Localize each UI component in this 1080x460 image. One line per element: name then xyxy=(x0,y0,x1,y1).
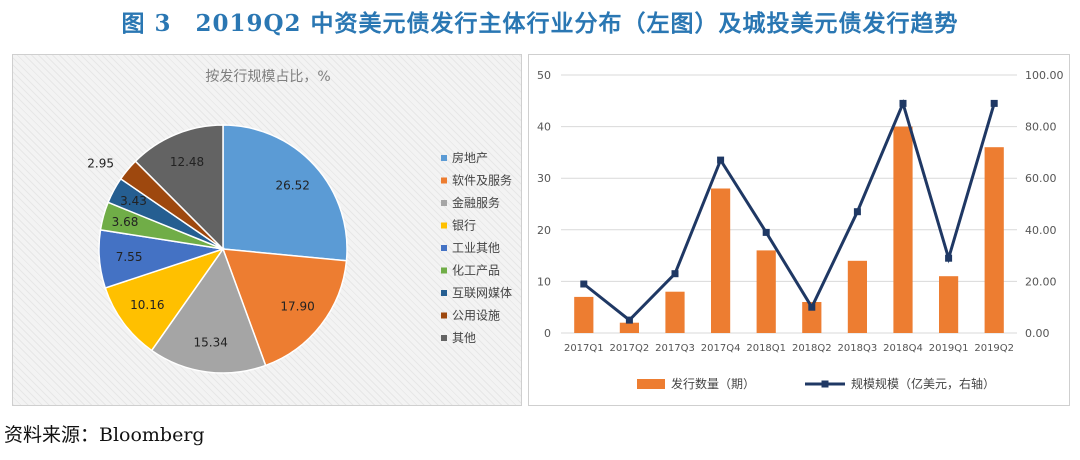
x-tick-label: 2018Q2 xyxy=(792,343,832,354)
line-marker xyxy=(808,303,816,311)
pie-slice xyxy=(150,247,267,374)
x-tick-label: 2017Q1 xyxy=(564,343,604,354)
series-line xyxy=(582,98,996,323)
legend-label: 银行 xyxy=(452,219,476,233)
legend-swatch xyxy=(441,290,447,296)
bar-line-chart: 0 10 20 30 40 50 0.00 20.00 40.00 60.00 80.00 100.0… xyxy=(537,69,1064,391)
y-left-tick-label: 50 xyxy=(537,69,551,82)
pie-chart: 按发行规模占比，% 26.52 17.90 15.34 10.16 7.55 3.68 3.4… xyxy=(87,69,512,374)
legend-label: 其他 xyxy=(452,331,476,345)
pie-data-label: 26.52 xyxy=(276,179,310,193)
y-left-tick-label: 20 xyxy=(537,224,551,237)
legend-swatch xyxy=(441,312,447,319)
x-tick-label: 2017Q3 xyxy=(655,343,695,354)
legend-label-bar: 发行数量（期） xyxy=(671,376,755,391)
bar xyxy=(893,126,913,333)
x-tick-label: 2018Q4 xyxy=(883,343,923,354)
pie-title: 按发行规模占比，% xyxy=(205,69,330,85)
line-marker xyxy=(762,228,770,236)
y-left-tick-label: 40 xyxy=(537,121,551,134)
pie-data-label: 7.55 xyxy=(116,250,143,264)
y-right-tick-label: 0.00 xyxy=(1025,327,1050,340)
source-note: 资料来源：Bloomberg xyxy=(4,424,205,446)
legend-label-line: 规模规模（亿美元，右轴） xyxy=(851,376,995,391)
pie-slice xyxy=(134,124,224,251)
pie-data-label: 12.48 xyxy=(170,155,204,169)
y-right-tick-label: 80.00 xyxy=(1025,121,1057,134)
y-right-tick-label: 60.00 xyxy=(1025,172,1057,185)
bar xyxy=(574,296,594,333)
legend-swatch xyxy=(441,245,447,251)
legend-swatch xyxy=(441,267,447,274)
y-left-tick-label: 10 xyxy=(537,275,551,288)
line-marker xyxy=(990,99,998,107)
bar xyxy=(756,250,776,333)
legend-marker-line xyxy=(821,380,829,388)
pie-data-label: 17.90 xyxy=(280,300,314,314)
x-tick-label: 2019Q2 xyxy=(974,343,1014,354)
pie-slice xyxy=(104,247,225,352)
line-marker xyxy=(853,208,861,216)
x-tick-label: 2019Q1 xyxy=(929,343,969,354)
bar xyxy=(665,291,685,333)
legend-label: 互联网媒体 xyxy=(452,286,512,300)
line-marker xyxy=(717,156,725,164)
pie-data-label: 15.34 xyxy=(194,335,228,349)
pie-slice xyxy=(221,248,348,367)
legend-swatch xyxy=(441,200,447,206)
legend-label: 房地产 xyxy=(452,150,488,165)
line-marker xyxy=(671,270,679,278)
pie-data-label: 10.16 xyxy=(130,298,164,312)
bar xyxy=(619,322,639,333)
line-marker xyxy=(945,254,953,262)
pie-data-label: 3.68 xyxy=(112,215,139,229)
bar xyxy=(847,260,867,333)
x-tick-label: 2017Q2 xyxy=(610,343,650,354)
y-left-tick-label: 30 xyxy=(537,172,551,185)
legend-label: 金融服务 xyxy=(452,195,500,210)
legend-swatch xyxy=(441,155,447,161)
bar xyxy=(939,276,959,333)
legend-swatch xyxy=(441,177,447,184)
legend-label: 化工产品 xyxy=(452,264,500,278)
pie-data-label: 3.43 xyxy=(120,194,147,208)
pie-chart-panel: 按发行规模占比，% 26.52 17.90 15.34 10.16 7.55 3.68 3.4… xyxy=(12,54,522,406)
x-tick-label: 2018Q3 xyxy=(838,343,878,354)
y-left-tick-label: 0 xyxy=(544,327,551,340)
y-right-tick-label: 40.00 xyxy=(1025,224,1057,237)
bar xyxy=(984,147,1004,333)
figure-title: 图 3 2019Q2 中资美元债发行主体行业分布（左图）及城投美元债发行趋势 xyxy=(121,10,959,37)
combo-chart-panel: 0 10 20 30 40 50 0.00 20.00 40.00 60.00 80.00 100.0… xyxy=(528,54,1070,406)
legend-label: 工业其他 xyxy=(452,241,500,255)
legend-swatch xyxy=(441,335,447,341)
line-marker xyxy=(625,316,633,324)
x-tick-label: 2017Q4 xyxy=(701,343,741,354)
legend-label: 公用设施 xyxy=(452,309,500,323)
legend-label: 软件及服务 xyxy=(452,173,512,188)
legend-swatch-bar xyxy=(637,379,665,389)
bar xyxy=(802,302,822,333)
y-right-tick-label: 100.00 xyxy=(1025,69,1064,82)
x-tick-label: 2018Q1 xyxy=(746,343,786,354)
pie-data-label: 2.95 xyxy=(87,156,114,170)
line-marker xyxy=(580,280,588,288)
legend-swatch xyxy=(441,222,447,229)
line-marker xyxy=(899,99,907,107)
y-right-tick-label: 20.00 xyxy=(1025,275,1057,288)
pie-slice xyxy=(222,124,348,262)
bar xyxy=(711,188,731,333)
